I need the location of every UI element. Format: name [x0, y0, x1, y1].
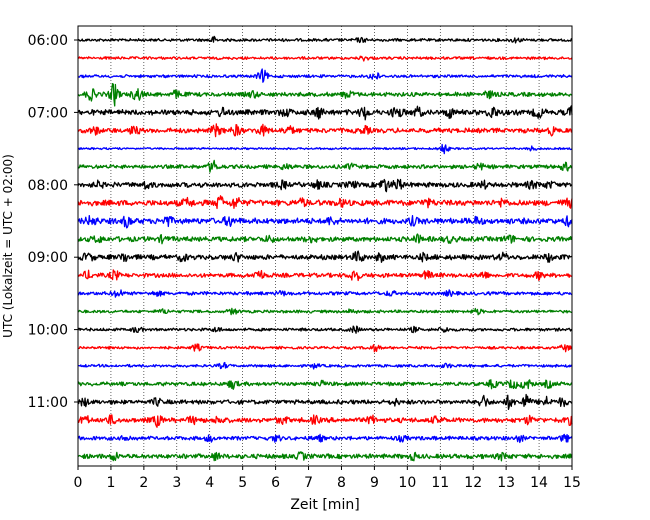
seismogram-trace	[77, 195, 573, 210]
seismogram-trace	[77, 325, 573, 334]
seismogram-trace	[77, 414, 573, 428]
plot-area-background	[78, 26, 572, 466]
seismogram-trace	[77, 143, 573, 155]
x-tick-label: 1	[106, 475, 115, 491]
y-axis-ticks: 06:00 07:00 08:00 09:00 10:00 11:00	[28, 33, 78, 411]
x-axis-label: Zeit [min]	[290, 497, 359, 513]
y-tick-label: 10:00	[28, 323, 68, 339]
y-tick-label: 08:00	[28, 178, 68, 194]
y-tick-label: 07:00	[28, 105, 68, 121]
seismogram-trace	[77, 393, 573, 410]
x-tick-label: 11	[431, 475, 449, 491]
x-tick-label: 8	[337, 475, 346, 491]
x-tick-label: 3	[172, 475, 181, 491]
x-tick-label: 4	[205, 475, 214, 491]
seismogram-trace	[77, 159, 572, 173]
seismogram-trace	[77, 269, 573, 282]
y-tick-label: 09:00	[28, 250, 68, 266]
seismogram-trace	[77, 123, 573, 138]
plot-frame	[77, 25, 573, 467]
seismogram-trace	[77, 289, 573, 298]
y-axis-label: UTC (Lokalzeit = UTC + 02:00)	[1, 154, 15, 338]
seismogram-trace	[77, 35, 573, 44]
x-tick-label: 2	[139, 475, 148, 491]
y-tick-label: 11:00	[28, 395, 68, 411]
seismogram-traces	[77, 35, 573, 462]
x-tick-label: 10	[398, 475, 416, 491]
x-tick-label: 0	[74, 475, 83, 491]
seismogram-trace	[77, 233, 573, 245]
x-tick-label: 12	[464, 475, 482, 491]
seismogram-trace	[77, 361, 573, 370]
seismogram-trace	[77, 55, 573, 62]
y-tick-label: 06:00	[28, 33, 68, 49]
x-axis-ticks: 0 1 2 3 4 5 6 7 8 9 10 11 12 13 14 15	[74, 466, 581, 491]
seismogram-trace	[77, 105, 573, 121]
x-tick-label: 14	[530, 475, 548, 491]
x-tick-label: 9	[370, 475, 379, 491]
x-tick-label: 5	[238, 475, 247, 491]
x-tick-label: 15	[563, 475, 581, 491]
seismogram-trace	[77, 451, 573, 462]
seismogram-trace	[77, 379, 573, 390]
seismogram-trace	[77, 343, 573, 353]
x-tick-label: 13	[497, 475, 515, 491]
vertical-gridlines	[110, 26, 540, 466]
seismogram-trace	[77, 433, 573, 444]
x-tick-label: 7	[304, 475, 313, 491]
seismogram-trace	[77, 250, 573, 263]
seismogram-trace	[77, 214, 573, 229]
seismogram-trace	[77, 68, 573, 83]
x-tick-label: 6	[271, 475, 280, 491]
seismogram-trace	[77, 82, 573, 107]
seismogram-trace	[77, 307, 573, 316]
seismogram-trace	[77, 178, 573, 193]
